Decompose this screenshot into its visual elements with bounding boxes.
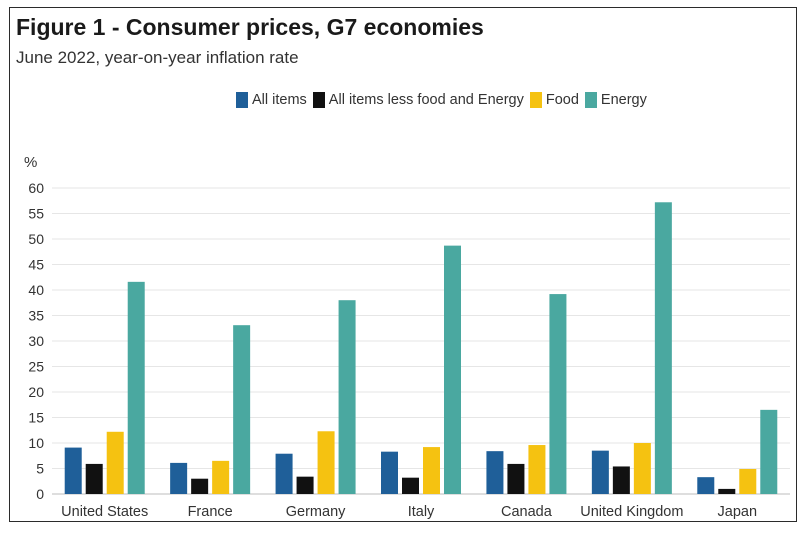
- y-tick-label: 40: [28, 282, 44, 298]
- bar: [127, 281, 145, 494]
- y-tick-label: 30: [28, 333, 44, 349]
- bar: [760, 409, 778, 494]
- bar: [106, 431, 124, 494]
- bar: [338, 300, 356, 494]
- x-tick-label: United Kingdom: [580, 504, 683, 520]
- bar: [633, 443, 651, 494]
- y-tick-label: 15: [28, 410, 44, 426]
- chart-legend: All items All items less food and Energy…: [236, 92, 653, 108]
- bar: [591, 450, 609, 494]
- y-tick-label: 20: [28, 384, 44, 400]
- y-tick-label: 60: [28, 180, 44, 196]
- bar: [697, 477, 715, 494]
- x-tick-label: Canada: [501, 504, 553, 520]
- bar: [507, 463, 525, 494]
- bar: [444, 245, 461, 494]
- x-tick-label: France: [188, 504, 233, 520]
- bar: [402, 477, 419, 494]
- legend-label: Food: [545, 92, 579, 108]
- legend-swatch: [236, 92, 248, 108]
- bar: [233, 325, 251, 494]
- bar: [381, 451, 398, 494]
- chart-subtitle: June 2022, year-on-year inflation rate: [16, 48, 299, 67]
- legend-label: All items less food and Energy: [328, 92, 524, 108]
- y-tick-label: 10: [28, 435, 44, 451]
- bar: [296, 476, 314, 494]
- x-tick-label: Germany: [286, 504, 346, 520]
- y-tick-label: 0: [36, 486, 44, 502]
- bar: [528, 445, 546, 494]
- y-tick-label: 55: [28, 206, 44, 222]
- x-tick-label: United States: [61, 504, 148, 520]
- y-tick-label: 45: [28, 257, 44, 273]
- bar: [64, 447, 82, 494]
- x-tick-label: Italy: [408, 504, 435, 520]
- y-tick-label: 35: [28, 308, 44, 324]
- bar: [654, 202, 672, 494]
- bar: [317, 431, 335, 494]
- y-tick-label: 5: [36, 461, 44, 477]
- y-tick-label: 50: [28, 231, 44, 247]
- legend-swatch: [312, 92, 325, 108]
- legend-label: Energy: [600, 92, 647, 108]
- legend-item-all-items: All items: [236, 92, 307, 108]
- legend-item-core: All items less food and Energy: [312, 92, 524, 108]
- legend-item-energy: Energy: [584, 92, 647, 108]
- bar: [486, 451, 504, 494]
- legend-item-food: Food: [529, 92, 579, 108]
- bar: [191, 478, 209, 494]
- bar: [718, 488, 736, 494]
- bar: [423, 447, 440, 494]
- y-axis-label: %: [24, 154, 37, 171]
- bar: [212, 460, 230, 494]
- bar: [612, 466, 630, 494]
- bar: [275, 453, 293, 494]
- legend-swatch: [529, 92, 542, 108]
- legend-swatch: [584, 92, 597, 108]
- chart-title: Figure 1 - Consumer prices, G7 economies: [16, 14, 484, 40]
- bar: [739, 469, 757, 494]
- bar: [549, 294, 567, 494]
- y-tick-label: 25: [28, 359, 44, 375]
- bar: [85, 463, 103, 494]
- bar: [170, 462, 188, 494]
- x-tick-label: Japan: [718, 504, 758, 520]
- legend-label: All items: [252, 92, 307, 108]
